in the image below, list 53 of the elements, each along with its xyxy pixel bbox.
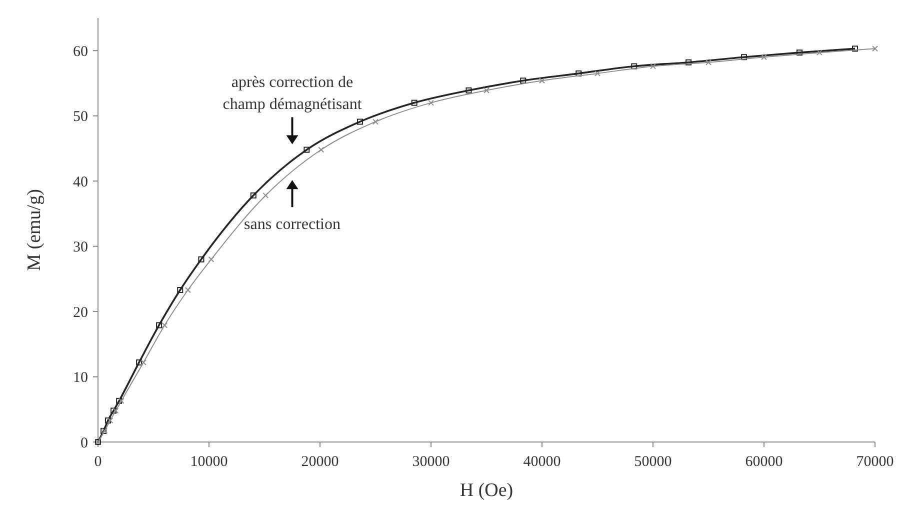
point bbox=[318, 146, 324, 153]
point bbox=[686, 59, 692, 66]
x-tick-label: 10000 bbox=[190, 454, 228, 470]
point bbox=[706, 59, 712, 66]
point bbox=[107, 417, 114, 424]
y-tick-label: 40 bbox=[73, 174, 88, 190]
point bbox=[428, 100, 434, 106]
point bbox=[576, 70, 582, 76]
point bbox=[208, 256, 214, 262]
point bbox=[852, 46, 858, 52]
point bbox=[136, 359, 142, 366]
point bbox=[466, 87, 472, 94]
y-tick-label: 20 bbox=[73, 304, 88, 321]
point bbox=[650, 63, 656, 70]
point bbox=[761, 54, 767, 60]
point bbox=[177, 287, 184, 294]
point bbox=[872, 46, 878, 52]
point bbox=[796, 50, 803, 56]
point bbox=[411, 100, 418, 106]
point bbox=[520, 78, 526, 84]
point bbox=[140, 359, 147, 366]
x-tick-label: 30000 bbox=[412, 454, 450, 470]
point bbox=[594, 70, 600, 76]
x-tick-label: 20000 bbox=[301, 454, 339, 470]
annotation: sans correction bbox=[244, 216, 340, 234]
point bbox=[262, 192, 269, 198]
x-tick-label: 70000 bbox=[856, 454, 894, 470]
y-tick-label: 10 bbox=[73, 370, 88, 386]
point bbox=[162, 322, 168, 328]
point bbox=[631, 63, 638, 70]
point bbox=[816, 50, 822, 56]
point bbox=[741, 54, 748, 60]
point bbox=[304, 146, 310, 153]
x-axis-title: H (Oe) bbox=[460, 480, 514, 501]
point bbox=[156, 322, 162, 328]
point bbox=[539, 78, 545, 84]
y-tick-label: 50 bbox=[73, 109, 88, 126]
x-tick-label: 60000 bbox=[745, 454, 783, 470]
point bbox=[198, 256, 204, 262]
annotation: après correction de champ démagnétisant bbox=[222, 74, 362, 114]
point bbox=[484, 87, 490, 94]
y-tick-label: 30 bbox=[73, 240, 88, 256]
point bbox=[104, 417, 111, 424]
point bbox=[184, 287, 191, 294]
x-tick-label: 0 bbox=[94, 454, 102, 470]
point bbox=[372, 118, 378, 125]
x-tick-label: 40000 bbox=[523, 454, 561, 470]
y-tick-label: 0 bbox=[80, 435, 88, 452]
y-tick-label: 60 bbox=[73, 44, 88, 60]
x-tick-label: 50000 bbox=[634, 454, 672, 470]
point bbox=[356, 118, 363, 125]
point bbox=[250, 192, 256, 198]
y-axis-title: M (emu/g) bbox=[24, 189, 45, 271]
